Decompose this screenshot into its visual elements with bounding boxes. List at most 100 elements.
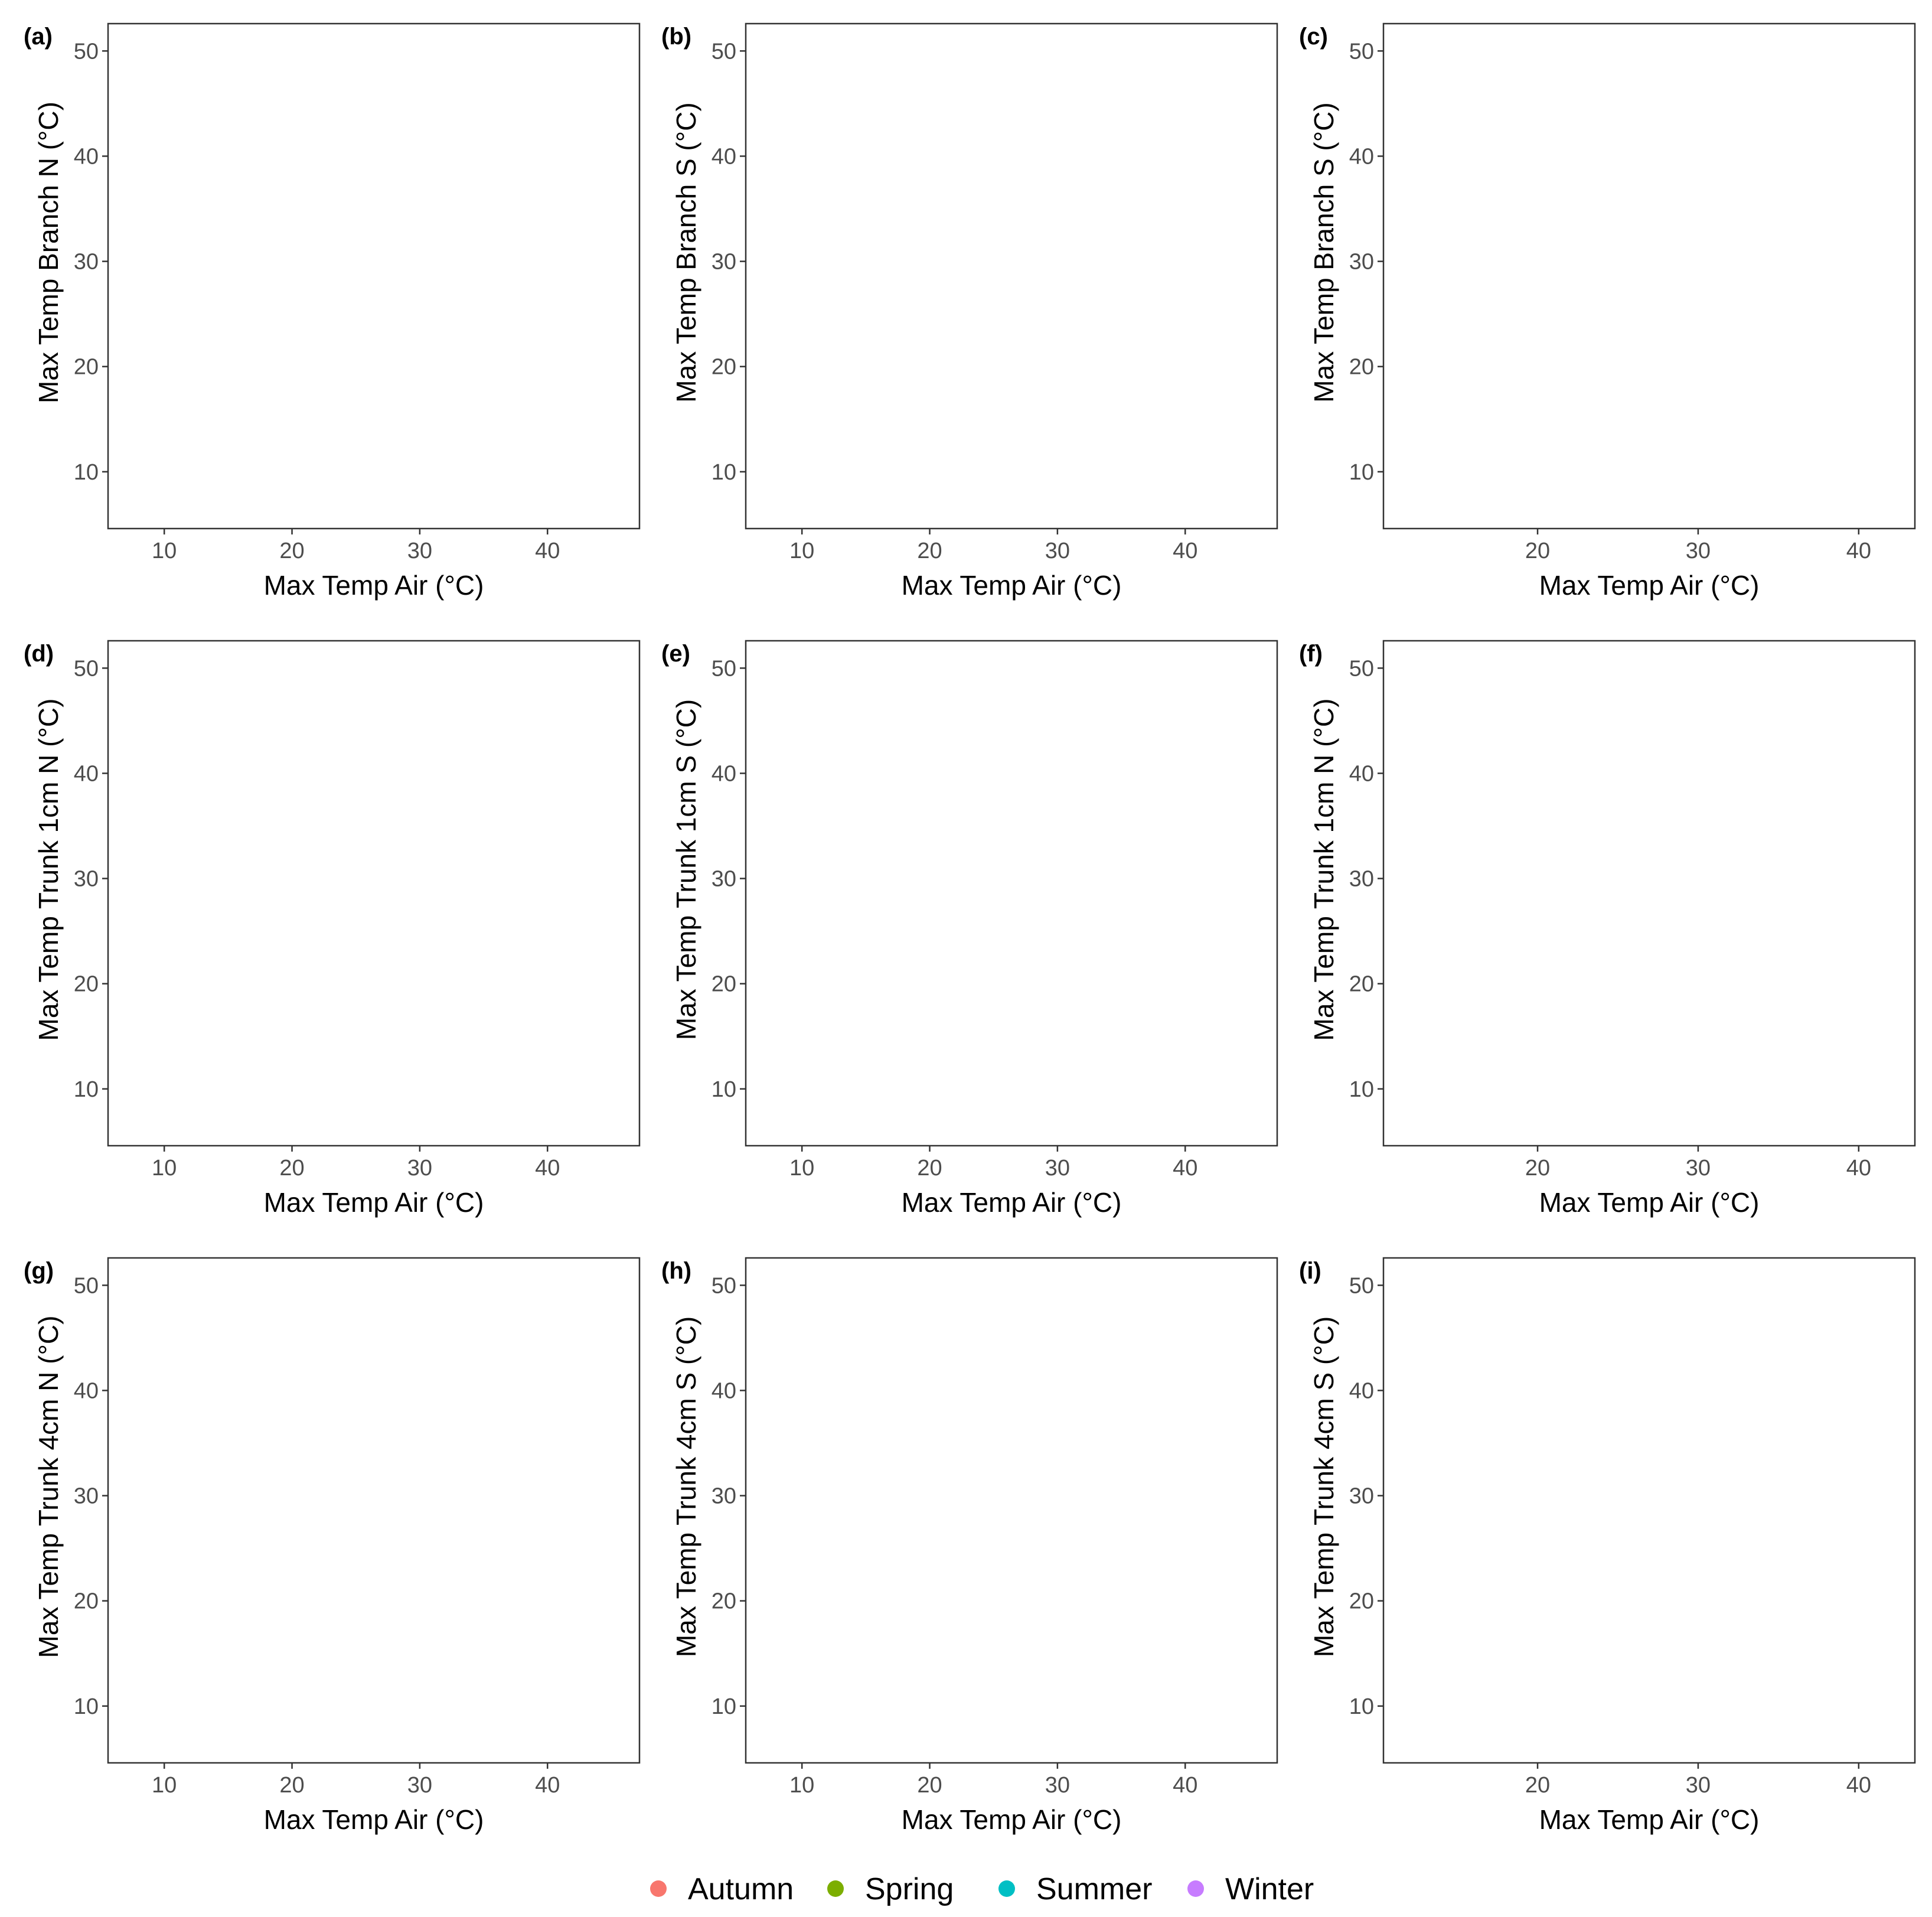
x-tick-label: 20 xyxy=(1525,1773,1550,1798)
panel-border xyxy=(745,1257,1278,1764)
y-tick-label: 40 xyxy=(1349,761,1374,786)
y-axis-title: Max Temp Trunk 4cm N (°C) xyxy=(33,1316,64,1658)
y-tick-label: 20 xyxy=(74,1589,99,1614)
y-tick-label: 30 xyxy=(1349,1484,1374,1509)
y-tick-label: 40 xyxy=(1349,1378,1374,1403)
x-tick-label: 30 xyxy=(1686,1773,1711,1798)
y-tick-label: 20 xyxy=(74,355,99,380)
legend-swatch xyxy=(1187,1880,1204,1897)
x-tick-label: 10 xyxy=(789,539,814,563)
x-tick-label: 20 xyxy=(279,1156,304,1181)
y-tick-label: 10 xyxy=(712,460,736,485)
y-tick-label: 50 xyxy=(712,1273,736,1298)
legend-swatch xyxy=(998,1880,1015,1897)
axes: 10 20 30 40 10 20 30 40 50 xyxy=(712,656,1198,1181)
y-tick-label: 30 xyxy=(1349,867,1374,892)
panel-tag: (b) xyxy=(661,24,691,50)
x-tick-label: 40 xyxy=(1846,1156,1871,1181)
x-tick-label: 30 xyxy=(1045,539,1070,563)
x-tick-label: 30 xyxy=(407,539,432,563)
y-axis-title: Max Temp Trunk 1cm S (°C) xyxy=(671,699,701,1040)
y-tick-label: 30 xyxy=(74,250,99,275)
y-tick-label: 30 xyxy=(712,250,736,275)
axes: 10 20 30 40 10 20 30 40 50 xyxy=(74,39,560,563)
x-tick-label: 20 xyxy=(917,1773,942,1798)
legend-label: Winter xyxy=(1225,1872,1314,1906)
y-tick-label: 30 xyxy=(74,1484,99,1509)
y-tick-label: 40 xyxy=(74,144,99,169)
x-axis-title: Max Temp Air (°C) xyxy=(1539,1187,1760,1218)
panel-tag: (g) xyxy=(24,1258,54,1284)
x-tick-label: 20 xyxy=(917,1156,942,1181)
legend-item-winter: Winter xyxy=(1187,1872,1314,1906)
panel-border xyxy=(107,1257,641,1764)
y-tick-label: 40 xyxy=(712,144,736,169)
x-axis-title: Max Temp Air (°C) xyxy=(902,570,1122,601)
y-axis-title: Max Temp Trunk 4cm S (°C) xyxy=(1308,1316,1339,1657)
panel-tag: (h) xyxy=(661,1258,691,1284)
axes: 10 20 30 40 10 20 30 40 50 xyxy=(74,656,560,1181)
y-tick-label: 40 xyxy=(1349,144,1374,169)
y-tick-label: 10 xyxy=(1349,460,1374,485)
x-tick-label: 10 xyxy=(152,1156,177,1181)
legend-swatch xyxy=(827,1880,844,1897)
x-axis-title: Max Temp Air (°C) xyxy=(264,1804,484,1835)
panel-tag: (c) xyxy=(1299,24,1328,50)
y-tick-label: 50 xyxy=(74,1273,99,1298)
x-tick-label: 40 xyxy=(1173,1156,1197,1181)
axes: 10 20 30 40 10 20 30 40 50 xyxy=(712,1273,1198,1798)
x-tick-label: 40 xyxy=(535,1156,560,1181)
y-tick-label: 30 xyxy=(74,867,99,892)
y-axis-title: Max Temp Branch N (°C) xyxy=(33,102,64,403)
x-tick-label: 20 xyxy=(279,539,304,563)
axes: 20 30 40 10 20 30 40 50 xyxy=(1349,656,1871,1181)
x-axis-title: Max Temp Air (°C) xyxy=(902,1804,1122,1835)
legend-item-spring: Spring xyxy=(827,1872,954,1906)
axes: 20 30 40 10 20 30 40 50 xyxy=(1349,39,1871,563)
y-tick-label: 50 xyxy=(1349,656,1374,681)
y-tick-label: 10 xyxy=(1349,1077,1374,1102)
x-tick-label: 20 xyxy=(1525,539,1550,563)
y-tick-label: 50 xyxy=(712,39,736,64)
x-tick-label: 30 xyxy=(407,1156,432,1181)
panel-b: y = 2.09 + 1.03 xR2 = 0.97y = 3.77 + 0.9… xyxy=(661,22,1278,601)
y-tick-label: 50 xyxy=(1349,1273,1374,1298)
x-tick-label: 40 xyxy=(535,1773,560,1798)
panel-tag: (e) xyxy=(661,641,690,667)
panel-border xyxy=(745,640,1278,1147)
x-axis-title: Max Temp Air (°C) xyxy=(264,1187,484,1218)
y-tick-label: 20 xyxy=(1349,1589,1374,1614)
x-tick-label: 30 xyxy=(407,1773,432,1798)
panel-tag: (d) xyxy=(24,641,54,667)
axes: 10 20 30 40 10 20 30 40 50 xyxy=(712,39,1198,563)
x-tick-label: 30 xyxy=(1045,1156,1070,1181)
y-tick-label: 20 xyxy=(1349,355,1374,380)
y-tick-label: 50 xyxy=(1349,39,1374,64)
panel-tag: (a) xyxy=(24,24,53,50)
panel-border xyxy=(745,22,1278,530)
x-tick-label: 20 xyxy=(279,1773,304,1798)
panel-i: y = 3.54 + 1.1 xR2 = 0.7y = 14.1 + 0.415… xyxy=(1299,1257,1916,1835)
panel-tag: (f) xyxy=(1299,641,1323,667)
legend-label: Spring xyxy=(865,1872,954,1906)
y-tick-label: 40 xyxy=(74,761,99,786)
y-axis-title: Max Temp Trunk 1cm N (°C) xyxy=(33,699,64,1041)
y-tick-label: 50 xyxy=(74,39,99,64)
y-tick-label: 20 xyxy=(1349,972,1374,997)
x-tick-label: 20 xyxy=(1525,1156,1550,1181)
axes: 10 20 30 40 10 20 30 40 50 xyxy=(74,1273,560,1798)
panel-h: y = 4.63 + 0.788 xR2 = 0.95y = 8.06 + 0.… xyxy=(661,1257,1278,1835)
y-tick-label: 20 xyxy=(712,972,736,997)
x-axis-title: Max Temp Air (°C) xyxy=(1539,570,1760,601)
y-tick-label: 40 xyxy=(712,1378,736,1403)
y-tick-label: 50 xyxy=(712,656,736,681)
y-tick-label: 40 xyxy=(712,761,736,786)
panel-f: y = 4.35 + 1.08 xR2 = 0.71y = 8.75 + 0.6… xyxy=(1299,640,1916,1218)
panel-a: y = 1.7 + 1.01 xR2 = 0.98y = −0.0395 + 1… xyxy=(24,22,641,601)
y-tick-label: 10 xyxy=(74,1694,99,1719)
panel-border xyxy=(107,640,641,1147)
y-tick-label: 10 xyxy=(74,1077,99,1102)
y-tick-label: 10 xyxy=(1349,1694,1374,1719)
legend-label: Summer xyxy=(1036,1872,1152,1906)
axes: 20 30 40 10 20 30 40 50 xyxy=(1349,1273,1871,1798)
